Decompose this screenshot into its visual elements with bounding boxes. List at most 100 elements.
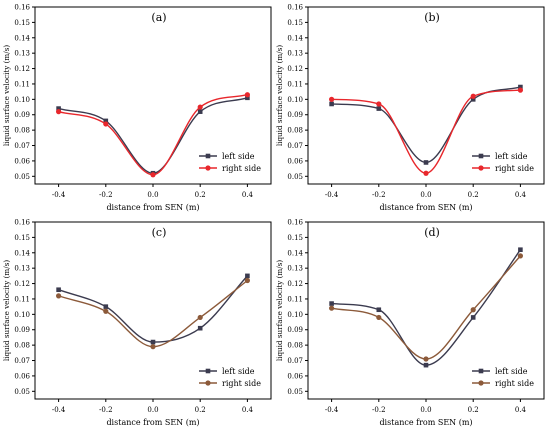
y-tick-label: 0.13	[287, 50, 303, 58]
y-tick-label: 0.15	[14, 19, 30, 27]
x-axis-title: distance from SEN (m)	[106, 418, 199, 427]
y-tick-label: 0.06	[14, 372, 30, 380]
data-point	[103, 118, 109, 124]
y-tick-label: 0.14	[14, 34, 30, 42]
legend-label: left side	[222, 152, 255, 161]
series-line	[58, 97, 248, 174]
y-tick-label: 0.08	[14, 127, 30, 135]
x-axis-title: distance from SEN (m)	[379, 418, 472, 427]
x-tick-label: -0.2	[99, 191, 113, 199]
y-tick-label: 0.10	[14, 96, 30, 104]
y-tick-label: 0.09	[287, 111, 303, 119]
panel-label: (a)	[151, 11, 166, 24]
data-point	[197, 104, 203, 110]
y-tick-label: 0.06	[287, 157, 303, 165]
y-tick-label: 0.11	[287, 295, 303, 303]
data-point	[517, 253, 524, 259]
data-point	[329, 96, 335, 102]
y-axis-title: liquid surface velocity (m/s)	[2, 260, 11, 362]
x-tick-label: -0.4	[52, 406, 66, 414]
legend-label: left side	[495, 152, 528, 161]
series-line	[331, 86, 521, 164]
y-tick-label: 0.16	[287, 219, 303, 227]
data-point	[244, 277, 250, 284]
chart-panel: 0.05 0.06 0.07 0.08 0.09 0.10 0.11 0.12 0.13 0.14…	[275, 4, 545, 212]
x-axis-title: distance from SEN (m)	[379, 203, 472, 212]
y-tick-label: 0.06	[14, 157, 30, 165]
panel-label: (b)	[424, 11, 440, 24]
data-point	[470, 315, 476, 320]
data-point	[423, 170, 429, 176]
y-tick-label: 0.07	[14, 142, 30, 150]
x-tick-label: 0.4	[515, 406, 527, 414]
chart-panel: 0.05 0.06 0.07 0.08 0.09 0.10 0.11 0.12 0.13 0.14…	[2, 219, 272, 427]
data-point	[103, 308, 109, 314]
y-tick-label: 0.15	[14, 234, 30, 242]
y-tick-label: 0.09	[14, 326, 30, 334]
y-tick-label: 0.09	[14, 111, 30, 119]
data-point	[197, 314, 203, 321]
y-tick-label: 0.05	[287, 388, 303, 396]
y-axis-title: liquid surface velocity (m/s)	[275, 45, 284, 147]
legend-label: right side	[222, 379, 261, 388]
data-point	[150, 339, 156, 345]
data-point	[150, 172, 156, 178]
x-tick-label: 0.2	[468, 406, 479, 414]
x-tick-label: 0.0	[420, 191, 431, 199]
data-point	[329, 305, 335, 311]
data-point	[56, 106, 61, 111]
x-tick-label: -0.4	[325, 406, 339, 414]
data-point	[376, 307, 382, 313]
data-point	[197, 109, 203, 114]
y-axis-title: liquid surface velocity (m/s)	[275, 260, 284, 362]
data-point	[103, 121, 109, 127]
y-tick-label: 0.07	[287, 142, 303, 150]
data-point	[244, 92, 250, 98]
x-tick-label: 0.4	[515, 191, 527, 199]
x-tick-label: 0.0	[147, 191, 158, 199]
chart-panel: 0.05 0.06 0.07 0.08 0.09 0.10 0.11 0.12 0.13 0.14…	[2, 4, 272, 212]
y-tick-label: 0.10	[14, 311, 30, 319]
data-point	[150, 344, 156, 350]
legend-marker	[205, 165, 211, 171]
x-tick-label: 0.4	[242, 191, 254, 199]
y-tick-label: 0.12	[14, 65, 30, 73]
x-tick-label: -0.4	[325, 191, 339, 199]
legend-label: left side	[495, 367, 528, 376]
chart-panel: 0.05 0.06 0.07 0.08 0.09 0.10 0.11 0.12 0.13 0.14…	[275, 219, 545, 427]
x-tick-label: -0.4	[52, 191, 66, 199]
y-tick-label: 0.11	[287, 80, 303, 88]
legend-marker	[478, 380, 484, 386]
legend-label: left side	[222, 367, 255, 376]
data-point	[329, 101, 334, 107]
data-point	[470, 93, 476, 99]
panel-label: (d)	[424, 226, 440, 239]
panel-label: (c)	[152, 226, 167, 239]
series-line	[58, 279, 248, 348]
y-tick-label: 0.13	[287, 265, 303, 273]
y-tick-label: 0.16	[14, 219, 30, 227]
series-line	[331, 255, 521, 360]
x-tick-label: 0.2	[195, 191, 206, 199]
y-tick-label: 0.12	[287, 280, 303, 288]
data-point	[56, 287, 61, 293]
data-point	[518, 84, 523, 90]
x-tick-label: 0.2	[195, 406, 206, 414]
y-axis-title: liquid surface velocity (m/s)	[2, 45, 11, 147]
y-tick-label: 0.12	[14, 280, 30, 288]
y-tick-label: 0.05	[287, 173, 303, 181]
legend-marker	[205, 380, 211, 386]
y-tick-label: 0.16	[287, 4, 303, 12]
x-tick-label: 0.4	[242, 406, 254, 414]
y-tick-label: 0.13	[14, 265, 30, 273]
data-point	[518, 247, 523, 253]
data-point	[423, 356, 429, 362]
legend-marker	[205, 368, 211, 374]
y-tick-label: 0.08	[287, 127, 303, 135]
data-point	[56, 109, 62, 115]
series-line	[58, 275, 248, 343]
series-line	[331, 249, 521, 366]
data-point	[376, 314, 382, 321]
y-tick-label: 0.05	[14, 173, 30, 181]
